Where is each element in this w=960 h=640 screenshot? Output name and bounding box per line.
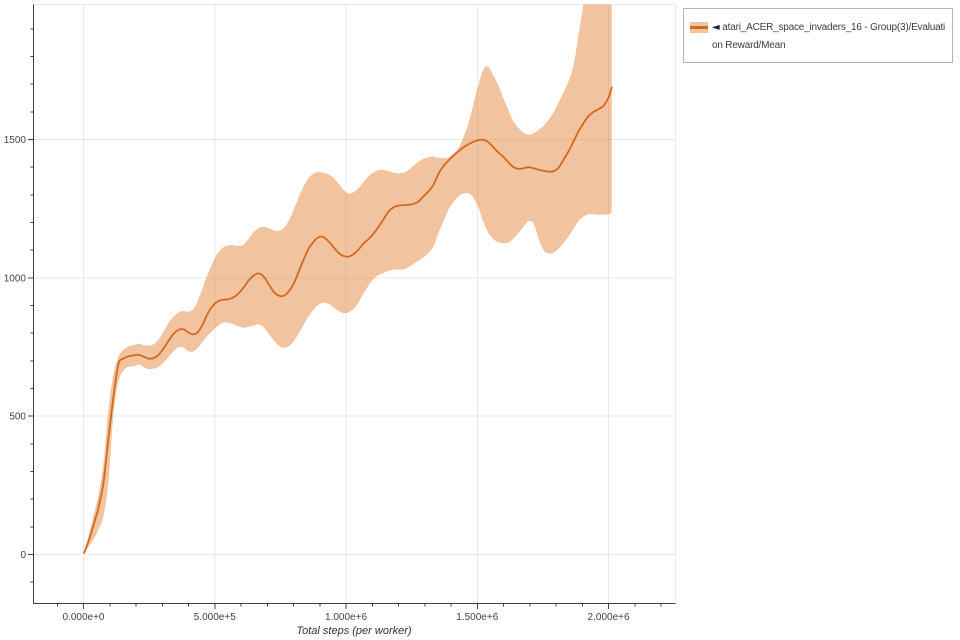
x-axis-title: Total steps (per worker) bbox=[296, 625, 412, 637]
y-tick-label: 500 bbox=[9, 412, 26, 423]
mean-line bbox=[83, 86, 613, 554]
y-tick-label: 1000 bbox=[4, 273, 27, 284]
legend[interactable]: ◄ atari_ACER_space_invaders_16 - Group(3… bbox=[683, 8, 953, 63]
tick-labels: 0.000e+0 5.000e+5 1.000e+6 1.500e+6 2.000e+6… bbox=[4, 135, 630, 623]
legend-series-name: atari_ACER_space_invaders_16 - Group(3)/… bbox=[712, 22, 946, 51]
legend-collapse-icon[interactable]: ◄ bbox=[712, 22, 720, 33]
gridlines bbox=[33, 4, 676, 604]
x-tick-label: 2.000e+6 bbox=[588, 612, 630, 623]
legend-swatch-icon bbox=[690, 22, 708, 33]
axes bbox=[28, 4, 676, 609]
legend-label: ◄ atari_ACER_space_invaders_16 - Group(3… bbox=[712, 19, 948, 55]
y-tick-label: 0 bbox=[20, 550, 26, 561]
confidence-band bbox=[84, 4, 612, 554]
x-tick-label: 1.500e+6 bbox=[456, 612, 498, 623]
x-tick-label: 1.000e+6 bbox=[325, 612, 367, 623]
y-tick-label: 1500 bbox=[4, 135, 27, 146]
legend-swatch-line-icon bbox=[690, 26, 708, 29]
x-tick-label: 0.000e+0 bbox=[63, 612, 105, 623]
x-tick-label: 5.000e+5 bbox=[194, 612, 236, 623]
